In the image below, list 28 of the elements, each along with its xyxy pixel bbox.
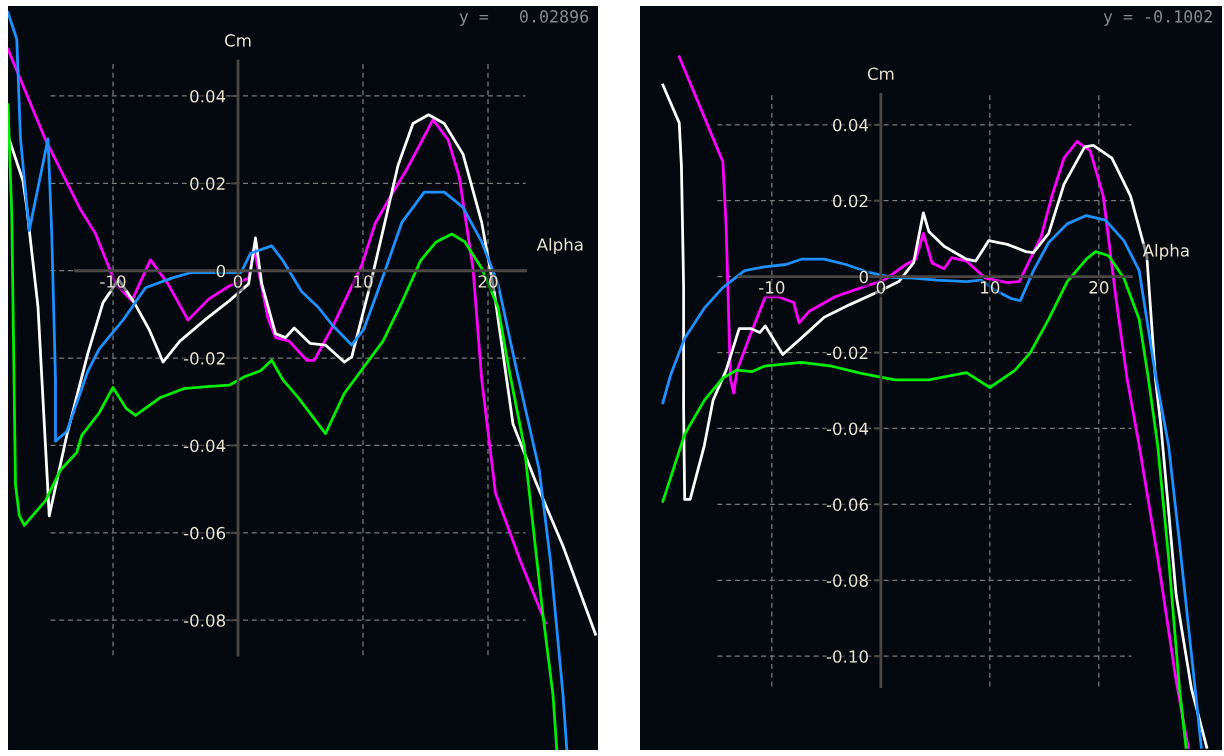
y-tick-label: -0.02 <box>826 346 868 360</box>
y-tick-label: 0.04 <box>833 118 869 132</box>
y-tick-label: -0.10 <box>826 650 868 663</box>
y-tick-label: -0.02 <box>183 352 225 365</box>
x-tick-label: -10 <box>759 281 785 294</box>
y-tick-label: 0.04 <box>190 89 226 103</box>
line-series <box>8 113 597 636</box>
y-tick-label: -0.08 <box>826 574 868 587</box>
x-axis-title: Alpha <box>1142 243 1189 260</box>
x-tick-label: 10 <box>354 275 373 288</box>
y-tick-label: 0.02 <box>190 177 225 190</box>
x-axis-title: Alpha <box>536 237 583 255</box>
x-tick-label: 20 <box>478 275 498 288</box>
y-tick-label: -0.06 <box>183 526 226 540</box>
y-tick-label: 0 <box>216 264 226 278</box>
x-tick-label: 20 <box>1089 281 1109 294</box>
y-axis-title: Cm <box>225 34 251 47</box>
annotation: y = -0.1002 <box>1103 10 1212 26</box>
y-tick-label: -0.06 <box>826 498 869 511</box>
y-tick-label: -0.04 <box>826 422 869 436</box>
y-axis-title: Cm <box>867 67 894 81</box>
x-tick-label: -10 <box>100 275 126 288</box>
x-tick-label: 0 <box>233 275 243 288</box>
y-tick-label: -0.08 <box>183 614 226 627</box>
x-tick-label: 10 <box>981 281 1000 294</box>
annotation: y = 0.02896 <box>459 10 589 26</box>
y-tick-label: -0.04 <box>183 439 226 453</box>
y-tick-label: 0.02 <box>833 194 868 208</box>
